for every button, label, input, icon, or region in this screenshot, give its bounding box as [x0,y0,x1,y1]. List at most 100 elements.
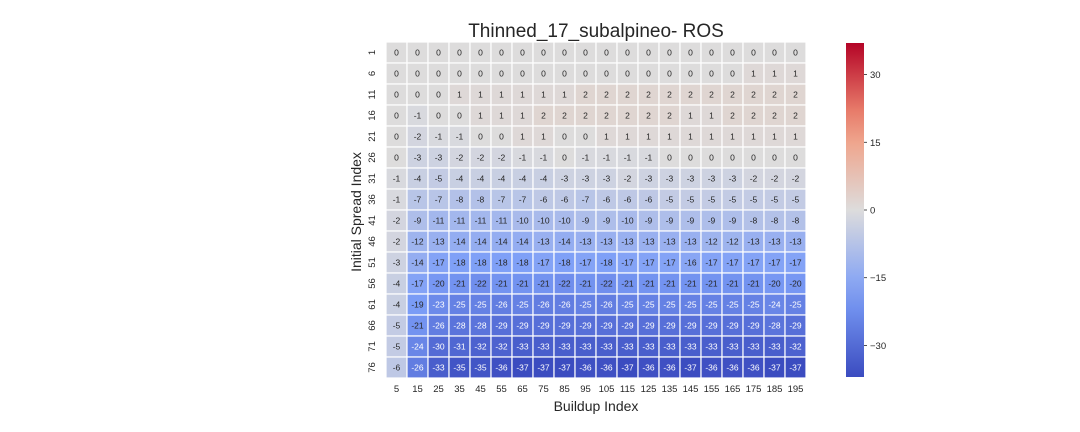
cell-value-label: -3 [603,174,611,184]
cell-value-label: 0 [541,48,546,58]
cell-value-label: -4 [498,174,506,184]
cell-value-label: -28 [453,321,466,331]
cell-value-label: -1 [603,153,611,163]
cell-value-label: -36 [663,363,676,373]
cell-value-label: -1 [435,132,443,142]
cell-value-label: -33 [516,342,529,352]
cell-value-label: 1 [478,90,483,100]
cell-value-label: -4 [456,174,464,184]
cell-value-label: -3 [729,174,737,184]
cell-value-label: -24 [768,300,781,310]
cell-value-label: -33 [579,342,592,352]
cell-value-label: -7 [519,195,527,205]
cell-value-label: 0 [520,48,525,58]
cell-value-label: -33 [642,342,655,352]
cell-value-label: -5 [393,342,401,352]
cell-value-label: -6 [603,195,611,205]
cell-value-label: 1 [751,69,756,79]
cell-value-label: 1 [709,111,714,121]
cell-value-label: -37 [768,363,781,373]
cell-value-label: 1 [772,132,777,142]
y-tick-label: 71 [367,341,378,352]
cell-value-label: -33 [705,342,718,352]
cell-value-label: -13 [432,237,445,247]
cell-value-label: -14 [411,258,424,268]
cell-value-label: 0 [394,153,399,163]
cell-value-label: -13 [642,237,655,247]
cell-value-label: 2 [646,111,651,121]
cell-value-label: -14 [474,237,487,247]
cell-value-label: -28 [474,321,487,331]
x-tick-label: 5 [394,384,399,395]
cell-value-label: 1 [499,90,504,100]
cell-value-label: 0 [793,48,798,58]
cell-value-label: -13 [537,237,550,247]
cell-value-label: -1 [393,174,401,184]
y-tick-label: 16 [367,110,378,121]
x-tick-label: 45 [475,384,486,395]
cell-value-label: 1 [688,111,693,121]
cell-value-label: -8 [477,195,485,205]
cell-value-label: -9 [666,216,674,226]
colorbar-ticks: 30 15 0 −15 −30 [864,70,886,352]
cell-value-label: -2 [498,153,506,163]
cell-value-label: -29 [579,321,592,331]
x-tick-label: 175 [746,384,762,395]
cell-value-label: -3 [708,174,716,184]
cell-value-label: 0 [394,111,399,121]
cell-value-label: -25 [684,300,697,310]
cell-value-label: -1 [645,153,653,163]
cell-value-label: -5 [729,195,737,205]
cell-value-label: -29 [747,321,760,331]
cell-value-label: -37 [789,363,802,373]
cell-value-label: -2 [750,174,758,184]
cell-value-label: -25 [726,300,739,310]
cell-value-label: 1 [562,90,567,100]
cell-value-label: -37 [516,363,529,373]
cell-value-label: -9 [729,216,737,226]
cell-value-label: 2 [583,90,588,100]
cell-value-label: -14 [516,237,529,247]
y-tick-label: 31 [367,173,378,184]
colorbar [846,43,864,377]
cell-value-label: -18 [495,258,508,268]
y-tick-label: 41 [367,215,378,226]
cell-value-label: 2 [730,111,735,121]
cell-value-label: -11 [496,216,508,226]
cell-value-label: -6 [645,195,653,205]
cell-value-label: -35 [453,363,466,373]
cell-value-label: 0 [499,48,504,58]
cell-value-label: -37 [621,363,634,373]
cell-value-label: -1 [414,111,422,121]
cell-value-label: -25 [453,300,466,310]
cell-value-label: 1 [457,90,462,100]
cell-value-label: 0 [457,48,462,58]
cell-value-label: 0 [499,69,504,79]
y-tick-label: 21 [367,131,378,142]
cell-value-label: 0 [478,132,483,142]
cell-value-label: 2 [730,90,735,100]
cell-value-label: 1 [688,132,693,142]
cell-value-label: -11 [433,216,445,226]
y-tick-label: 46 [367,236,378,247]
cell-value-label: -17 [579,258,592,268]
cell-value-label: 2 [709,90,714,100]
x-tick-label: 85 [559,384,570,395]
cell-value-label: -32 [474,342,487,352]
cell-value-label: -23 [432,300,445,310]
cell-value-label: -33 [768,342,781,352]
cell-value-label: -7 [435,195,443,205]
cell-value-label: -26 [411,363,424,373]
cell-value-label: 0 [436,90,441,100]
cell-value-label: 2 [793,111,798,121]
cell-value-label: -3 [393,258,401,268]
cell-value-label: 2 [793,90,798,100]
cell-value-label: 0 [793,153,798,163]
x-tick-label: 185 [767,384,783,395]
cell-value-label: 2 [772,111,777,121]
cell-value-label: -36 [642,363,655,373]
colorbar-tick-label: 0 [870,206,875,217]
cell-value-label: -6 [393,363,401,373]
cell-value-label: -17 [747,258,760,268]
cell-value-label: -25 [621,300,634,310]
